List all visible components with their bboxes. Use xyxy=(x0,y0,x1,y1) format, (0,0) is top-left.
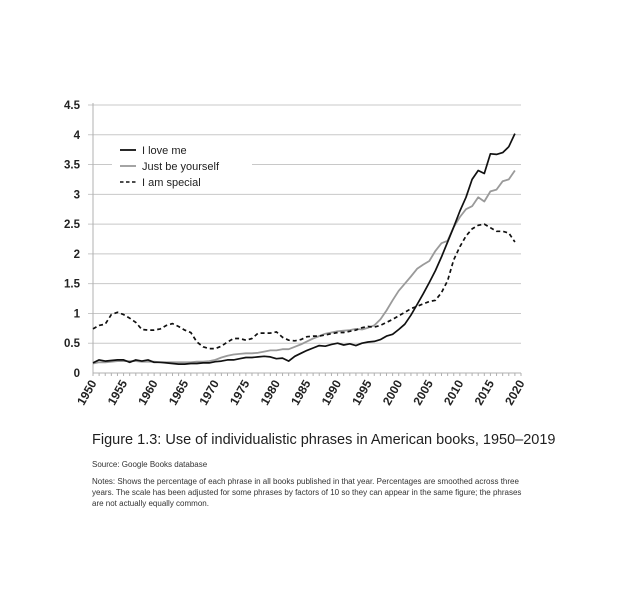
notes-text: Notes: Shows the percentage of each phra… xyxy=(92,477,522,508)
y-tick-label: 2 xyxy=(74,249,80,261)
y-tick-label: 0 xyxy=(74,368,80,380)
x-tick-label: 1985 xyxy=(288,377,314,407)
y-tick-label: 1 xyxy=(74,308,81,320)
figure-caption: Figure 1.3: Use of individualistic phras… xyxy=(92,432,556,448)
y-tick-label: 4 xyxy=(74,130,81,142)
line-chart: 00.511.522.533.544.5 1950 1955 1960 1965 197… xyxy=(64,100,528,408)
x-tick-label: 1975 xyxy=(227,377,253,407)
x-tick-label: 1980 xyxy=(258,377,284,407)
legend: I love me Just be yourself I am special xyxy=(112,140,252,192)
x-tick-label: 2005 xyxy=(410,377,436,407)
x-tick-label: 2010 xyxy=(441,377,467,407)
source-note: Source: Google Books database xyxy=(92,460,208,469)
x-tick-label: 1955 xyxy=(105,377,131,407)
x-tick-label: 2015 xyxy=(472,377,498,407)
y-axis: 0 0.5 1 1.5 2 2.5 3 3.5 4 4.5 xyxy=(64,100,81,380)
x-tick-label: 1995 xyxy=(349,377,375,407)
x-tick-label: 1965 xyxy=(166,377,192,407)
x-tick-label: 1960 xyxy=(135,377,161,407)
y-tick-label: 2.5 xyxy=(64,219,81,231)
series-line-just-be-yourself xyxy=(92,169,516,365)
y-tick-label: 1.5 xyxy=(64,279,81,291)
x-axis: 1950 1955 1960 1965 1970 1975 1980 1985 1990 1995… xyxy=(74,377,528,407)
series-lines xyxy=(92,133,516,365)
y-tick-label: 4.5 xyxy=(64,100,81,112)
legend-label-just-be-yourself: Just be yourself xyxy=(142,161,220,173)
x-tick-label: 2000 xyxy=(380,377,406,407)
series-line-i-am-special xyxy=(92,223,516,350)
x-tick-label: 1950 xyxy=(74,377,100,407)
y-tick-label: 0.5 xyxy=(64,338,81,350)
x-tick-label: 2020 xyxy=(502,377,528,407)
x-tick-label: 1990 xyxy=(319,377,345,407)
y-tick-label: 3 xyxy=(74,189,80,201)
legend-label-i-love-me: I love me xyxy=(142,145,187,157)
x-tick-label: 1970 xyxy=(196,377,222,407)
legend-label-i-am-special: I am special xyxy=(142,177,201,189)
series-line-i-love-me xyxy=(92,133,516,365)
y-tick-label: 3.5 xyxy=(64,160,81,172)
